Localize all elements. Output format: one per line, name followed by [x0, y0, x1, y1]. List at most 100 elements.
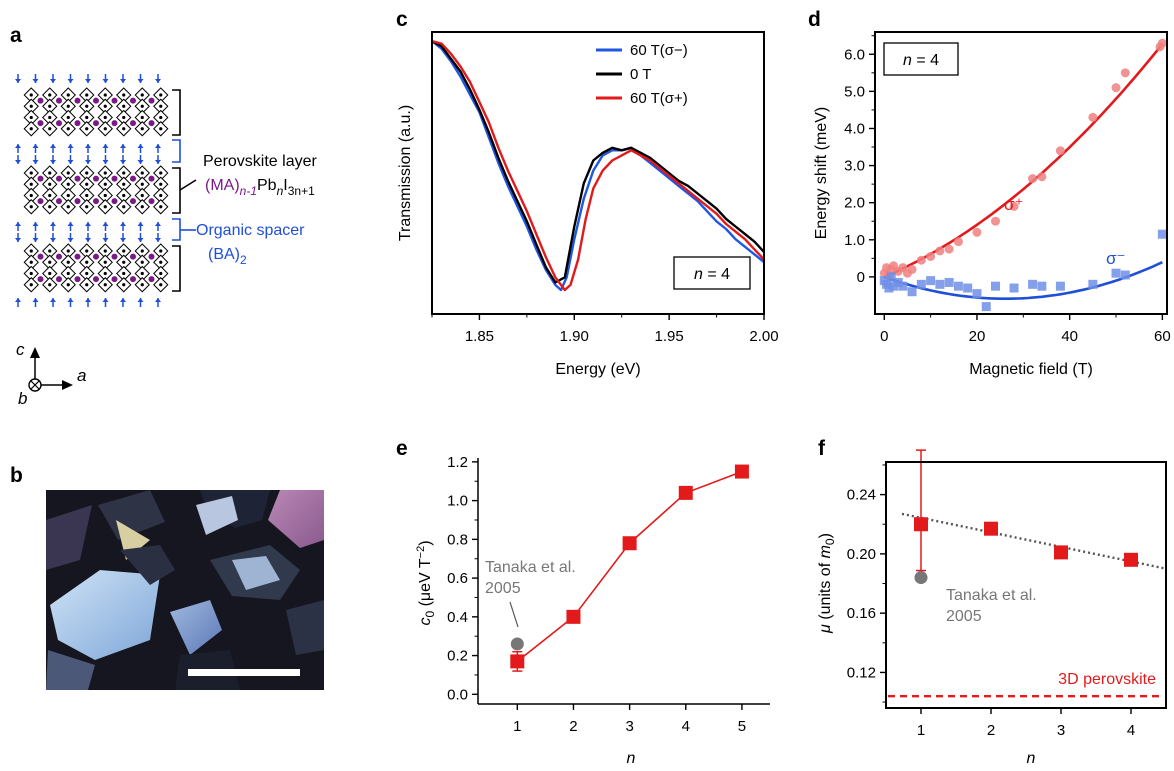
ma-cation [37, 175, 44, 182]
spacer-arrowhead [32, 144, 39, 148]
lead-atom [66, 93, 70, 97]
ma-cation [37, 198, 44, 205]
y-ticks-d: 0 1.0 2.0 3.0 4.0 5.0 6.0 [844, 35, 875, 286]
axis-c-label: c [16, 340, 25, 359]
ma-cation [111, 175, 118, 182]
organic-spacer-formula: (BA)2 [208, 246, 247, 267]
lead-atom [103, 193, 107, 198]
y-tick-label: 0.0 [447, 686, 468, 703]
spacer-arrowhead [102, 144, 109, 148]
lead-atom [140, 93, 144, 97]
lead-atom [122, 182, 126, 186]
data-point-sigma-minus [944, 277, 954, 287]
lead-atom [48, 249, 52, 253]
lead-atom [103, 271, 107, 276]
reference-label-e-1: Tanaka et al. [485, 559, 576, 576]
data-point-sigma-minus [907, 287, 917, 297]
data-point-sigma-plus [1088, 112, 1098, 122]
ma-cation [130, 253, 136, 260]
inset-label-d: n = 4 [903, 52, 939, 69]
data-point [566, 609, 581, 624]
data-point [1124, 552, 1138, 567]
lead-atom [140, 104, 144, 108]
ma-cation [148, 97, 155, 104]
plot-area-d [879, 38, 1167, 312]
ma-cation [111, 253, 118, 260]
lead-atom [103, 182, 107, 186]
lead-atom [140, 271, 144, 276]
legend-entry: 60 T(σ+) [630, 90, 688, 107]
lead-atom [85, 127, 89, 131]
lead-atom [159, 171, 163, 175]
lead-atom [103, 283, 107, 287]
data-point [622, 536, 637, 551]
chart-d: 0 20 40 60 0 1.0 2.0 3.0 4.0 5.0 6.0 Magnetic fie… [813, 31, 1171, 378]
perovskite-lattice [23, 87, 169, 293]
spacer-arrowhead [155, 160, 161, 164]
data-point-sigma-plus [972, 227, 982, 237]
x-tick-label: 40 [1061, 328, 1078, 345]
baseline-label-f: 3D perovskite [1058, 671, 1156, 688]
lead-atom [66, 205, 70, 209]
data-point-sigma-plus [935, 246, 945, 256]
lead-atom [48, 205, 52, 209]
spacer-arrowhead [15, 160, 21, 164]
plot-area-f [888, 449, 1167, 698]
x-axis-label-d: Magnetic field (T) [969, 361, 1093, 378]
lead-atom [66, 127, 70, 131]
ma-cation [74, 97, 81, 104]
lead-atom [103, 104, 107, 108]
inset-label-c: n = 4 [694, 266, 730, 283]
ma-cation [130, 97, 136, 104]
reference-label-e-2: 2005 [485, 580, 521, 597]
lead-atom [159, 115, 163, 120]
chart-e: 1 2 3 4 5 0.0 0.2 0.4 0.6 0.8 1.0 1.2 n c0 (μeV T−… [415, 454, 770, 767]
data-point-sigma-minus [1088, 279, 1098, 289]
ma-cation [74, 276, 81, 283]
spacer-arrowhead [137, 222, 144, 226]
lead-atom [122, 127, 126, 131]
lead-atom [29, 205, 33, 209]
x-tick-label: 5 [738, 718, 746, 735]
y-tick-label: 0.6 [447, 570, 468, 587]
y-tick-label: 2.0 [844, 195, 865, 212]
spacer-arrowhead [137, 144, 144, 148]
leader-perovskite [179, 179, 197, 191]
x-axis-label-c: Energy (eV) [555, 361, 640, 378]
ma-cation [74, 175, 81, 182]
spacer-arrowhead [50, 222, 56, 226]
data-point-sigma-plus [907, 264, 917, 274]
lead-atom [103, 249, 107, 253]
lead-atom [103, 115, 107, 120]
spacer-arrowhead [67, 144, 74, 148]
y-tick-label: 0.12 [847, 664, 876, 681]
panel-label-e: e [396, 437, 408, 460]
ma-cation [148, 175, 155, 182]
lead-atom [85, 205, 89, 209]
spacer-arrowhead [67, 79, 74, 83]
x-axis-label-e: n [627, 750, 636, 767]
data-point-sigma-minus [1037, 281, 1047, 291]
ma-cation [74, 253, 81, 260]
lead-atom [122, 171, 126, 175]
spacer-arrowhead [120, 79, 126, 83]
spacer-arrowhead [15, 79, 21, 83]
panel-label-b: b [10, 464, 23, 487]
spacer-arrowhead [85, 238, 91, 242]
fit-curve [883, 43, 1164, 279]
lead-atom [159, 127, 163, 131]
lead-atom [159, 193, 163, 198]
data-point-sigma-minus [972, 289, 982, 299]
data-point-sigma-plus [953, 237, 963, 247]
crystal-structure-diagram: Perovskite layer (MA)n-1PbnI3n+1 Organic… [15, 74, 317, 408]
lead-atom [29, 93, 33, 97]
ma-cation [56, 97, 62, 104]
data-point [678, 485, 693, 500]
lead-atom [140, 171, 144, 175]
lead-atom [48, 104, 52, 108]
bracket-spacer-2 [172, 218, 181, 241]
data-point-sigma-plus [1037, 172, 1047, 182]
spacer-arrowhead [137, 298, 144, 302]
x-axis-label-f: n [1027, 750, 1036, 767]
spacer-arrowhead [137, 79, 144, 83]
